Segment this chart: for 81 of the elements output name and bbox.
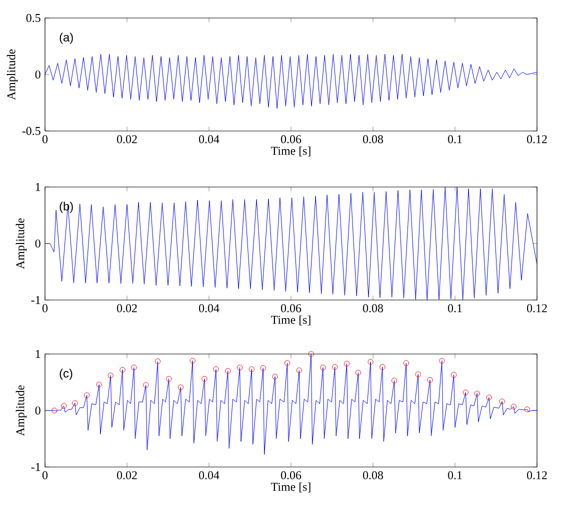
x-axis-title: Time [s] [271, 482, 310, 492]
y-tick-label: 0 [35, 406, 40, 415]
point [61, 403, 67, 409]
point [143, 382, 149, 388]
point [462, 390, 469, 396]
point [380, 364, 386, 370]
annotation: (c) [60, 368, 72, 380]
point [308, 351, 314, 357]
x-tick-label: 0.02 [117, 304, 137, 312]
point [96, 382, 102, 388]
point [202, 376, 208, 382]
x-tick-label: 0.08 [363, 304, 384, 312]
point [439, 358, 445, 364]
y-tick-label: -0.5 [22, 126, 40, 136]
point [72, 400, 78, 406]
point [450, 372, 457, 378]
point [499, 398, 505, 404]
y-tick-label: 1 [36, 183, 40, 191]
point [284, 360, 290, 366]
x-tick-label: 0.12 [527, 135, 547, 144]
y-axis-title: Amplitude [16, 385, 27, 436]
point [524, 406, 530, 412]
point [296, 368, 302, 374]
x-tick-label: 0.04 [199, 471, 220, 480]
point [166, 376, 172, 382]
x-tick-label: 0.04 [199, 135, 220, 144]
point [272, 374, 278, 380]
point [368, 359, 374, 365]
x-tick-label: 0.12 [527, 304, 547, 312]
point [131, 364, 137, 370]
point [52, 408, 58, 414]
point [236, 364, 243, 370]
point [178, 384, 184, 390]
y-axis-title: Amplitude [16, 218, 27, 269]
x-tick-label: 0 [42, 135, 48, 144]
x-tick-label: 0.08 [363, 135, 384, 144]
y-tick-label: 0 [35, 70, 40, 79]
x-tick-label: 0.06 [281, 471, 302, 480]
y-tick-label: 0 [35, 239, 40, 248]
point [391, 378, 398, 384]
point [415, 371, 421, 378]
x-tick-label: 0.02 [117, 135, 137, 144]
point [84, 392, 90, 398]
x-tick-label: 0.06 [281, 304, 302, 312]
point [154, 358, 161, 364]
y-tick-label: 0.5 [26, 14, 40, 22]
x-tick-label: 0.08 [363, 471, 384, 480]
y-axis-title: Amplitude [6, 49, 18, 100]
y-tick-label: -1 [31, 463, 40, 471]
point [486, 394, 492, 400]
point [213, 366, 219, 372]
point [474, 390, 480, 396]
x-tick-label: 0.04 [199, 304, 220, 312]
point [510, 404, 516, 410]
line-series [45, 54, 538, 109]
y-tick-label: -1 [31, 296, 40, 304]
point [225, 368, 231, 374]
point [332, 364, 338, 370]
x-tick-label: 0.1 [448, 304, 462, 312]
annotation: (a) [60, 32, 73, 44]
point [260, 365, 266, 371]
point [190, 358, 196, 364]
x-tick-label: 0 [42, 471, 48, 480]
x-tick-label: 0 [42, 304, 48, 312]
x-tick-label: 0.1 [448, 471, 462, 480]
x-axis-title: Time [s] [271, 146, 310, 156]
point [355, 370, 362, 376]
point [403, 360, 410, 366]
x-tick-label: 0.02 [117, 471, 137, 480]
point [108, 372, 114, 378]
line-series [45, 187, 538, 300]
x-axis-title: Time [s] [271, 315, 310, 326]
point [320, 364, 326, 370]
point [248, 366, 254, 372]
point [120, 366, 126, 373]
x-tick-label: 0.1 [448, 135, 462, 144]
x-tick-label: 0.06 [281, 135, 302, 144]
x-tick-label: 0.12 [527, 471, 547, 480]
point [427, 377, 433, 383]
point [344, 360, 350, 366]
y-tick-label: 1 [36, 350, 40, 358]
